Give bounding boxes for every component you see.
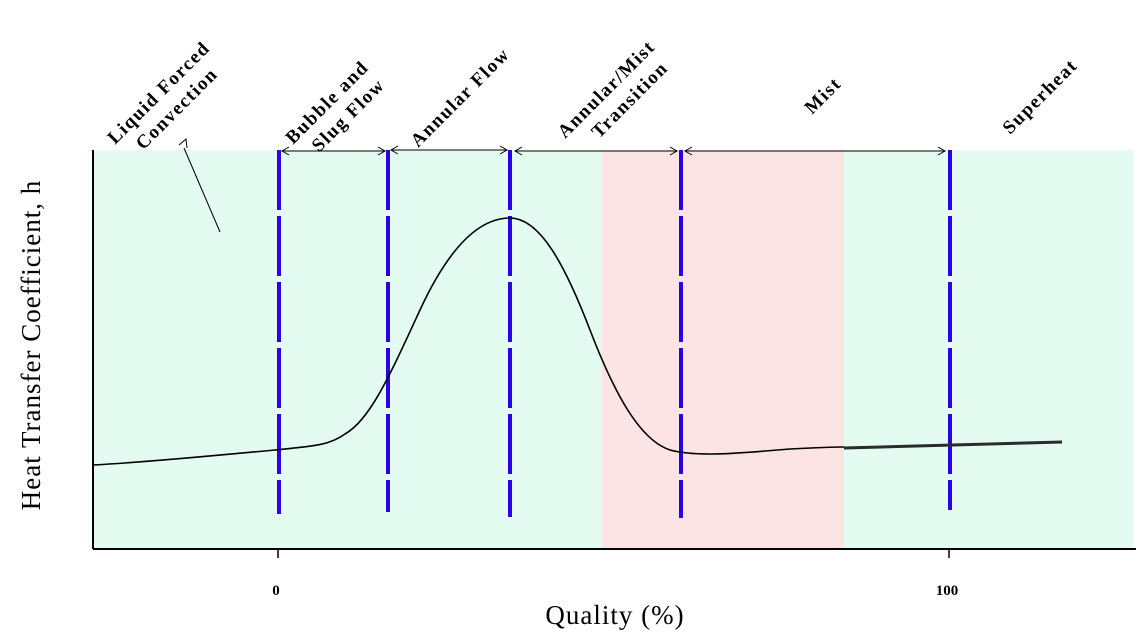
liquid-convection-pointer-head (178, 138, 188, 149)
x-tick-label-100: 100 (936, 583, 959, 599)
liquid-zone-background (93, 150, 602, 549)
region-label-mist: Mist (801, 73, 846, 118)
region-label-annular-mist-transition: Annular/Mist Transition (554, 32, 681, 159)
y-axis-title: Heat Transfer Coefficient, h (16, 180, 46, 510)
region-label-superheat: Superheat (999, 55, 1082, 138)
superheat-curve-segment (843, 440, 1063, 450)
x-axis-title: Quality (%) (545, 600, 684, 630)
region-label-liquid-forced-convection: Liquid Forced Convection (104, 33, 236, 165)
x-tick-label-0: 0 (272, 583, 280, 599)
region-span-arrows (280, 145, 947, 156)
mist-zone-background (602, 150, 844, 549)
boundary-lines (277, 150, 952, 518)
region-label-bubble-slug-flow: Bubble and Slug Flow (282, 53, 395, 166)
superheat-zone-background (844, 150, 1133, 549)
region-labels: Liquid Forced Convection Bubble and Slug… (104, 32, 1082, 166)
region-label-annular-flow: Annular Flow (407, 44, 515, 152)
heat-transfer-curve (92, 217, 845, 466)
liquid-convection-pointer (183, 147, 221, 233)
